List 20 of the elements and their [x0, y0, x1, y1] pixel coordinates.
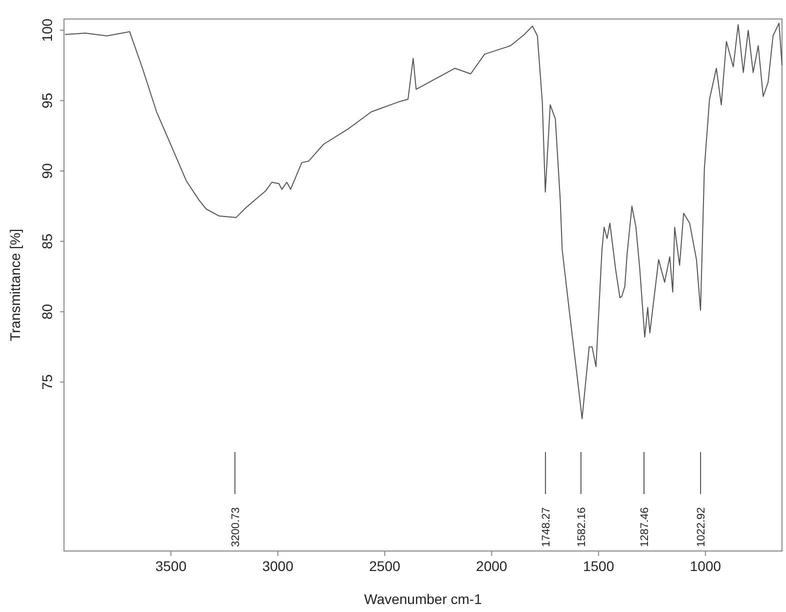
x-tick-label: 1000 — [690, 558, 722, 574]
ref-line-label: 1582.16 — [576, 507, 588, 547]
x-axis-title: Wavenumber cm-1 — [364, 591, 482, 607]
ref-line-label: 1748.27 — [540, 507, 552, 547]
line-series — [64, 22, 782, 420]
y-tick-label: 80 — [39, 304, 55, 320]
x-tick-label: 3000 — [262, 558, 294, 574]
y-tick-label: 85 — [39, 233, 55, 250]
y-tick-label: 100 — [39, 18, 55, 42]
x-tick-label: 1500 — [582, 558, 614, 574]
ref-line-label: 3200.73 — [230, 507, 242, 547]
x-tick-label: 2500 — [369, 558, 401, 574]
ref-line-label: 1287.46 — [638, 507, 651, 547]
y-axis-title: Transmittance [%] — [7, 228, 23, 342]
x-tick-label: 2000 — [476, 558, 508, 574]
y-tick-label: 75 — [39, 374, 55, 390]
x-tick-label: 3500 — [155, 558, 187, 574]
y-tick-label: 90 — [39, 163, 55, 179]
ref-line-label: 1022.92 — [696, 507, 708, 547]
y-tick-label: 95 — [39, 92, 55, 108]
